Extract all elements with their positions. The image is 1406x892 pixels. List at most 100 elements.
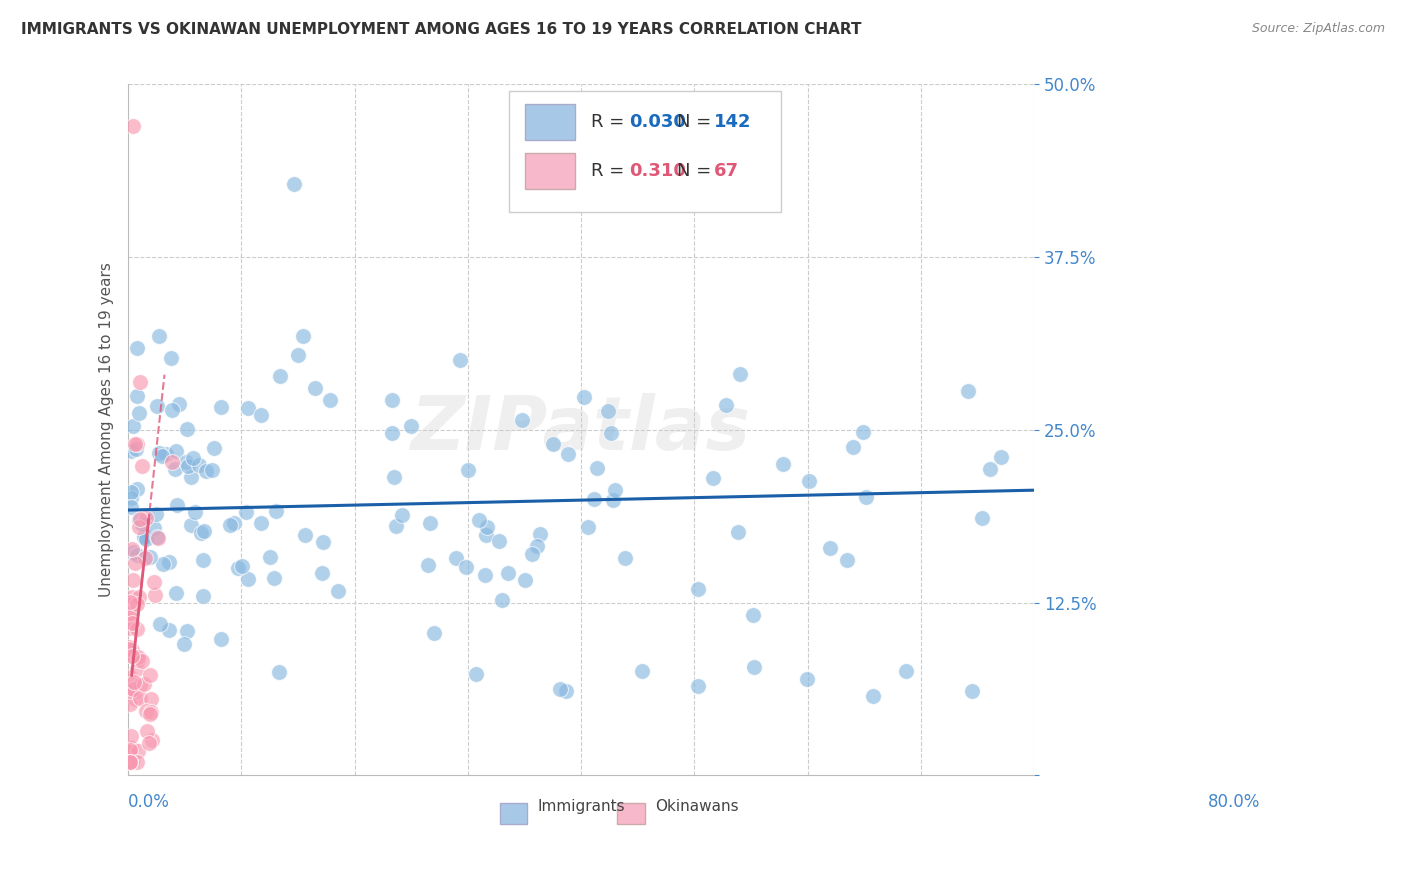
Text: 0.0%: 0.0% [128, 793, 170, 811]
Point [127, 342, 149, 356]
Point [176, 624, 198, 639]
Text: IMMIGRANTS VS OKINAWAN UNEMPLOYMENT AMONG AGES 16 TO 19 YEARS CORRELATION CHART: IMMIGRANTS VS OKINAWAN UNEMPLOYMENT AMON… [21, 22, 862, 37]
Point [399, 419, 422, 434]
Point [122, 597, 145, 611]
Point [475, 519, 498, 533]
Point [209, 632, 232, 647]
Point [118, 755, 141, 769]
Point [139, 705, 162, 719]
FancyBboxPatch shape [524, 104, 575, 140]
Point [772, 457, 794, 471]
Point [799, 474, 821, 488]
Point [122, 682, 145, 697]
Point [135, 704, 157, 718]
Point [139, 668, 162, 682]
Point [131, 654, 153, 668]
Point [120, 607, 142, 621]
Text: ZIPatlas: ZIPatlas [411, 393, 751, 467]
Point [125, 549, 148, 563]
Point [121, 419, 143, 434]
Point [120, 740, 142, 755]
FancyBboxPatch shape [509, 91, 780, 212]
Point [972, 511, 994, 525]
Point [160, 351, 183, 366]
Point [423, 626, 446, 640]
Point [138, 549, 160, 564]
Point [145, 507, 167, 521]
Text: N =: N = [678, 161, 717, 180]
Point [139, 707, 162, 722]
Point [128, 678, 150, 692]
Point [526, 539, 548, 553]
Text: Source: ZipAtlas.com: Source: ZipAtlas.com [1251, 22, 1385, 36]
Point [194, 464, 217, 478]
Point [741, 608, 763, 623]
Point [193, 524, 215, 538]
Point [190, 526, 212, 541]
Point [174, 455, 197, 469]
Text: N =: N = [678, 113, 717, 131]
Text: R =: R = [591, 113, 630, 131]
Text: Immigrants: Immigrants [537, 799, 626, 814]
Point [219, 518, 242, 533]
Point [118, 641, 141, 656]
Point [118, 684, 141, 698]
Point [138, 736, 160, 750]
Point [193, 589, 215, 603]
Point [149, 616, 172, 631]
Point [202, 441, 225, 455]
Point [128, 691, 150, 706]
Point [120, 484, 142, 499]
Point [120, 491, 142, 505]
Point [468, 513, 491, 527]
Point [124, 685, 146, 699]
FancyBboxPatch shape [524, 153, 575, 189]
Point [557, 447, 579, 461]
Point [292, 329, 315, 343]
Text: 67: 67 [713, 161, 738, 180]
Point [118, 755, 141, 769]
Point [491, 592, 513, 607]
Point [250, 409, 273, 423]
Point [842, 440, 865, 454]
Point [263, 571, 285, 585]
Point [391, 508, 413, 523]
Text: 0.030: 0.030 [630, 113, 686, 131]
Point [269, 665, 291, 679]
Point [236, 401, 259, 416]
Point [742, 660, 765, 674]
Point [127, 653, 149, 667]
Point [283, 177, 305, 191]
Point [855, 490, 877, 504]
Point [122, 545, 145, 559]
Point [287, 348, 309, 362]
Text: 142: 142 [713, 113, 751, 131]
Point [125, 662, 148, 676]
Point [120, 500, 142, 515]
Point [118, 640, 141, 654]
Point [120, 670, 142, 684]
Point [135, 532, 157, 546]
Point [128, 520, 150, 534]
Point [128, 406, 150, 420]
Point [319, 392, 342, 407]
Point [127, 482, 149, 496]
Point [600, 426, 623, 441]
Point [249, 516, 271, 530]
Point [165, 586, 187, 600]
Point [134, 530, 156, 544]
Point [127, 623, 149, 637]
Point [120, 444, 142, 458]
Point [125, 755, 148, 769]
Point [128, 513, 150, 527]
Point [128, 375, 150, 389]
Point [124, 442, 146, 456]
Point [181, 450, 204, 465]
Point [835, 552, 858, 566]
Point [231, 558, 253, 573]
Point [688, 582, 710, 596]
Text: 80.0%: 80.0% [1208, 793, 1261, 811]
Point [702, 470, 724, 484]
Point [572, 390, 595, 404]
Point [613, 551, 636, 566]
